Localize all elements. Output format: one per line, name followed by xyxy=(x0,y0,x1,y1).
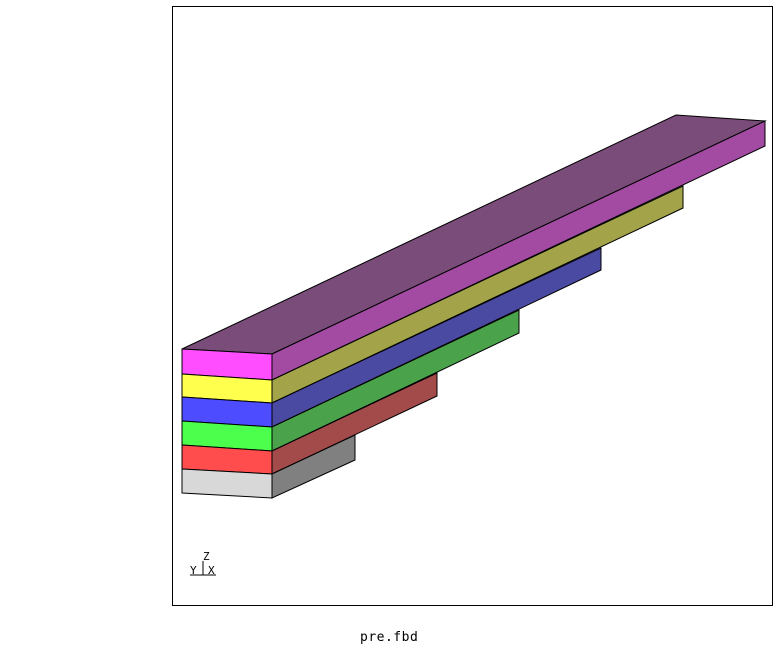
axis-x-label: X xyxy=(208,564,215,577)
layer-6-side-face xyxy=(271,120,766,381)
axis-z-label: Z xyxy=(203,550,210,563)
axis-triad: Z Y X xyxy=(190,550,216,577)
axis-y-label: Y xyxy=(190,564,197,577)
layer-1-front-face xyxy=(181,468,273,499)
filename-label: pre.fbd xyxy=(360,630,419,645)
